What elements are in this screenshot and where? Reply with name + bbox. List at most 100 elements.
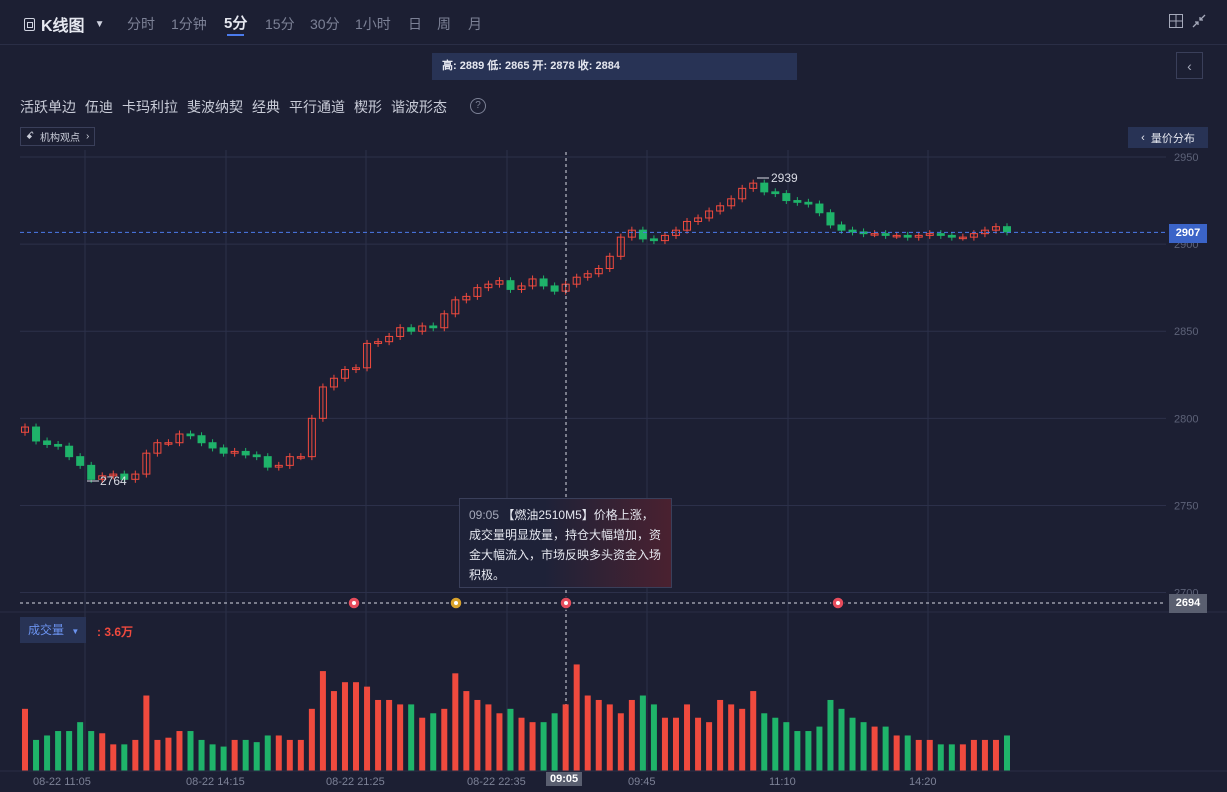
candle-body: [583, 273, 592, 278]
volume-bar: [617, 713, 624, 771]
volume-bar: [176, 731, 183, 771]
volume-bar: [970, 739, 977, 771]
volume-bar: [375, 699, 382, 771]
candle-body: [396, 327, 405, 337]
volume-bar: [860, 722, 867, 771]
candle-body: [98, 475, 107, 480]
pattern-item[interactable]: 谐波形态: [391, 99, 447, 115]
volume-bar: [419, 717, 426, 771]
volume-bar: [319, 671, 326, 771]
tab-timeframe-1min[interactable]: 1分钟: [171, 16, 207, 32]
candle-body: [219, 447, 228, 454]
price-axis-label: 2750: [1174, 500, 1198, 512]
candle-body: [131, 473, 140, 480]
help-icon[interactable]: ?: [470, 98, 486, 114]
volume-bar: [717, 699, 724, 771]
candle-body: [881, 233, 890, 236]
volume-bar: [264, 735, 271, 771]
tab-timeframe-15min[interactable]: 15分: [265, 16, 295, 32]
candle-body: [120, 473, 129, 480]
top-toolbar: K线图 ▼ 分时 1分钟 5分 15分 30分 1小时 日 周 月: [0, 0, 1227, 45]
tab-timeframe-30min[interactable]: 30分: [310, 16, 340, 32]
volume-bar: [286, 739, 293, 771]
candle-body: [958, 236, 967, 240]
candle-body: [638, 229, 647, 240]
tab-timeframe-5min[interactable]: 5分: [224, 15, 248, 32]
volume-bar: [220, 746, 227, 771]
tab-timeframe-1hour[interactable]: 1小时: [355, 16, 391, 32]
volume-bar: [33, 739, 40, 771]
tooltip-time: 09:05: [469, 508, 500, 522]
candle-body: [142, 452, 151, 475]
candle-body: [660, 234, 669, 242]
collapse-panel-button[interactable]: ‹: [1176, 52, 1203, 79]
volume-bar: [308, 708, 315, 771]
candle-body: [385, 335, 394, 343]
candle-body: [506, 280, 515, 290]
volume-bar: [55, 731, 62, 771]
volume-bar: [761, 713, 768, 771]
tab-timeframe-week[interactable]: 周: [437, 16, 451, 32]
pattern-item[interactable]: 伍迪: [85, 99, 113, 115]
candle-body: [296, 456, 305, 459]
shrink-icon[interactable]: [1192, 14, 1206, 28]
tab-timeframe-intraday[interactable]: 分时: [127, 16, 155, 32]
pattern-item[interactable]: 楔形: [354, 99, 382, 115]
pattern-item[interactable]: 经典: [252, 99, 280, 115]
volume-bar: [341, 682, 348, 771]
candle-body: [892, 234, 901, 238]
chevron-down-icon: ▼: [71, 627, 80, 636]
price-axis-label: 2950: [1174, 152, 1198, 164]
pattern-item[interactable]: 斐波纳契: [187, 99, 243, 115]
pattern-item[interactable]: 活跃单边: [20, 99, 76, 115]
candle-body: [186, 433, 195, 437]
pattern-toolbar: 活跃单边 伍迪 卡玛利拉 斐波纳契 经典 平行通道 楔形 谐波形态: [20, 97, 456, 117]
candle-body: [848, 229, 857, 233]
candle-body: [462, 295, 471, 301]
volume-bar: [981, 739, 988, 771]
volume-bar: [397, 704, 404, 771]
volume-bar: [959, 744, 966, 771]
candle-body: [605, 255, 614, 269]
volume-bar: [672, 717, 679, 771]
candle-body: [903, 234, 912, 238]
volume-price-label: 量价分布: [1150, 132, 1195, 145]
institution-label: 机构观点: [40, 133, 80, 144]
tab-timeframe-month[interactable]: 月: [468, 16, 482, 32]
candle-body: [76, 456, 85, 466]
tooltip-text: 【燃油2510M5】价格上涨，成交量明显放量，持仓大幅增加，资金大幅流入，市场反…: [469, 508, 662, 582]
candle-body: [263, 456, 272, 468]
candle-body: [550, 285, 559, 292]
candle-body: [826, 212, 835, 226]
volume-bar: [66, 731, 73, 771]
candle-body: [793, 200, 802, 203]
crosshair-price-tag: 2694: [1169, 594, 1207, 613]
event-marker-dot: [836, 601, 840, 605]
volume-bar: [231, 739, 238, 771]
volume-indicator-selector[interactable]: 成交量 ▼: [20, 617, 86, 643]
chevron-right-icon: ›: [86, 131, 90, 142]
volume-bar: [441, 708, 448, 771]
chart-type-selector[interactable]: K线图 ▼: [24, 12, 104, 36]
volume-bar: [827, 699, 834, 771]
candle-body: [318, 386, 327, 419]
institution-view-button[interactable]: ꗃ 机构观点 ›: [20, 127, 96, 146]
candle-body: [340, 369, 349, 379]
candle-body: [407, 327, 416, 332]
grid-layout-icon[interactable]: [1169, 14, 1183, 28]
candle-body: [760, 182, 769, 193]
candle-body: [694, 217, 703, 222]
pattern-item[interactable]: 平行通道: [289, 99, 345, 115]
volume-bar: [99, 733, 106, 771]
pattern-item[interactable]: 卡玛利拉: [122, 99, 178, 115]
volume-bar: [661, 717, 668, 771]
volume-price-distribution-button[interactable]: ‹ 量价分布: [1128, 127, 1208, 148]
volume-bar: [805, 731, 812, 771]
candle-body: [32, 426, 41, 442]
volume-bar: [386, 699, 393, 771]
candle-body: [616, 236, 625, 257]
candle-body: [65, 445, 74, 458]
candle-body: [285, 456, 294, 466]
tab-timeframe-day[interactable]: 日: [408, 16, 422, 32]
